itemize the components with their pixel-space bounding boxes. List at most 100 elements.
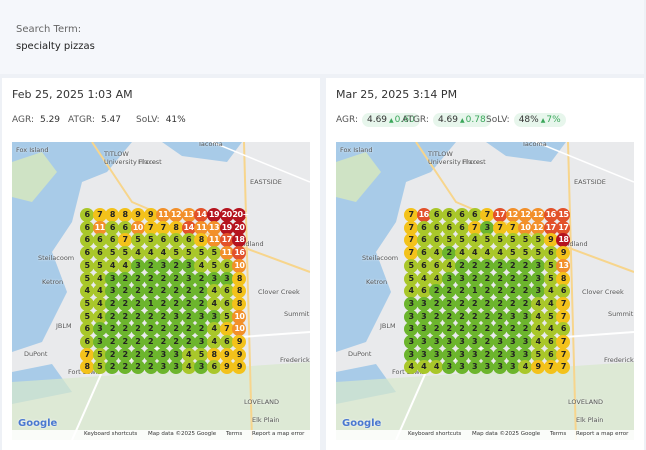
rank-cell: 2 [105,335,120,349]
rank-cell: 2 [118,347,133,362]
metric: ATGR: 5.47 [68,115,121,125]
rank-cell: 4 [92,296,107,311]
rank-cell: 2 [105,296,120,311]
rank-cell: 2 [480,271,495,286]
rank-cell: 5 [404,258,418,273]
rank-cell: 4 [531,309,545,324]
rank-cell: 4 [454,246,469,261]
metric-label: SoLV: [136,115,160,125]
rank-cell: 7 [404,246,418,261]
rank-cell: 9 [219,360,234,375]
rank-cell: 2 [454,296,469,311]
rank-cell: 3 [531,258,545,273]
rank-cell: 2 [492,309,507,324]
rank-cell: 2 [467,309,482,324]
footer-link: Keyboard shortcuts [84,431,138,437]
rank-cell: 8 [105,208,120,222]
rank-cell: 18 [232,233,247,248]
rank-cell: 3 [156,347,171,362]
rank-cell: 2 [156,309,171,324]
rank-cell: 3 [429,335,444,349]
rank-cell: 7 [118,233,133,248]
rank-cell: 2 [467,271,482,286]
metric: AGR: 5.29 [12,115,60,125]
rank-cell: 2 [156,271,171,286]
rank-cell: 6 [543,335,558,349]
rank-cell: 2 [118,335,133,349]
rank-cell: 3 [92,322,107,337]
rank-cell: 3 [518,309,533,324]
rank-cell: 6 [454,208,469,222]
rank-cell: 3 [442,360,457,375]
rank-cell: 5 [92,347,107,362]
rank-cell: 2 [429,309,444,324]
rank-cell: 2 [168,258,183,273]
rank-cell: 3 [531,284,545,299]
rank-cell: 10 [232,309,247,324]
rank-cell: 2 [143,335,158,349]
rank-cell: 11 [194,220,209,235]
rank-cell: 5 [492,233,507,248]
rank-cell: 3 [467,360,482,375]
rank-cell: 5 [207,246,221,261]
rank-cell: 1 [467,284,482,299]
rank-cell: 5 [168,246,183,261]
rank-cell: 3 [492,360,507,375]
metric-label: ATGR: [402,115,429,125]
rank-cell: 2 [442,296,457,311]
map-label: Frederick [280,356,310,364]
rank-cell: 3 [194,309,209,324]
rank-cell: 2 [143,284,158,299]
rank-cell: 3 [492,335,507,349]
rank-cell: 2 [194,296,209,311]
rank-cell: 18 [556,233,571,248]
rank-cell: 2 [454,322,469,337]
rank-cell: 4 [531,296,545,311]
rank-cell: 5 [194,347,209,362]
rank-cell: 4 [531,322,545,337]
rank-cell: 5 [80,309,94,324]
search-label: Search Term: [16,24,82,35]
rank-cell: 7 [467,220,482,235]
rank-cell: 3 [181,258,196,273]
rank-cell: 6 [168,233,183,248]
rank-cell: 2 [130,271,145,286]
rank-cell: 2 [130,322,145,337]
rank-cell: 7 [543,360,558,375]
rank-cell: 2 [105,309,120,324]
rank-cell: 2 [130,360,145,375]
map-label: Steilacoom [38,254,75,262]
rank-cell: 4 [467,233,482,248]
footer-link: Keyboard shortcuts [408,431,462,437]
rank-cell: 5 [181,246,196,261]
rank-cell: 2 [143,309,158,324]
rank-cell: 6 [219,296,234,311]
rank-cell: 3 [404,296,418,311]
google-logo: Google [18,418,58,429]
metric-delta: 0.60 [389,115,415,125]
rank-cell: 5 [543,271,558,286]
rank-cell: 7 [492,220,507,235]
rank-cell: 3 [518,347,533,362]
rank-cell: 3 [130,258,145,273]
map-label: JBLM [56,322,72,330]
rank-cell: 2 [518,296,533,311]
rank-cell: 6 [92,246,107,261]
footer-link: Report a map error [576,431,629,437]
rank-cell: 7 [556,335,571,349]
metric-value: 4.69 [366,115,388,125]
rank-cell: 6 [429,258,444,273]
rank-cell: 7 [404,233,418,248]
metric-pill: 4.690.60 [361,113,420,127]
rank-cell: 2 [130,309,145,324]
rank-cell: 2 [156,322,171,337]
rank-cell: 2 [467,322,482,337]
rank-cell: 6 [416,284,431,299]
rank-cell: 2 [518,258,533,273]
map-label: Elk Plain [252,416,280,424]
rank-cell: 3 [156,360,171,375]
rank-cell: 2 [105,347,120,362]
rank-cell: 3 [219,271,234,286]
rank-cell: 6 [118,220,133,235]
footer-link: Terms [226,431,243,437]
